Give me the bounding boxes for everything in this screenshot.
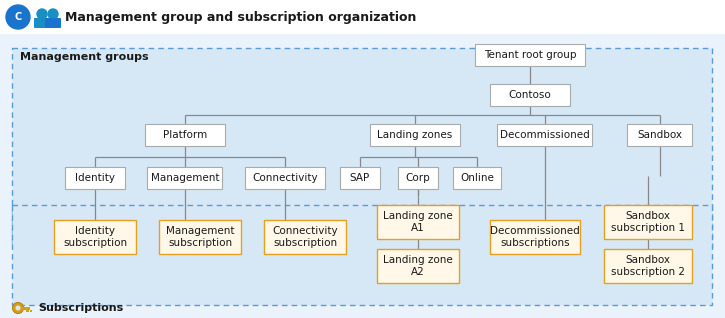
Text: Sandbox: Sandbox [637,130,682,140]
FancyBboxPatch shape [21,307,30,309]
Text: Decommissioned: Decommissioned [500,130,590,140]
FancyBboxPatch shape [65,167,125,189]
Text: Subscriptions: Subscriptions [38,303,123,313]
Text: Management group and subscription organization: Management group and subscription organi… [65,10,416,24]
FancyBboxPatch shape [490,84,570,106]
FancyBboxPatch shape [147,167,223,189]
FancyBboxPatch shape [497,124,592,146]
Text: C: C [14,12,22,22]
FancyBboxPatch shape [398,167,438,189]
Text: Decommissioned
subscriptions: Decommissioned subscriptions [490,226,580,248]
FancyBboxPatch shape [34,18,50,28]
Circle shape [48,9,58,19]
FancyBboxPatch shape [628,124,692,146]
Circle shape [15,306,20,310]
Text: Platform: Platform [163,130,207,140]
FancyBboxPatch shape [453,167,501,189]
FancyBboxPatch shape [604,205,692,239]
Text: Landing zones: Landing zones [378,130,452,140]
Text: Tenant root group: Tenant root group [484,50,576,60]
Text: Sandbox
subscription 2: Sandbox subscription 2 [611,255,685,277]
Text: SAP: SAP [350,173,370,183]
Circle shape [6,5,30,29]
FancyBboxPatch shape [604,249,692,283]
FancyBboxPatch shape [370,124,460,146]
FancyBboxPatch shape [45,18,61,28]
FancyBboxPatch shape [26,309,29,312]
Text: Management groups: Management groups [20,52,149,62]
Text: Corp: Corp [405,173,431,183]
Text: Management: Management [151,173,219,183]
FancyBboxPatch shape [30,309,32,312]
Text: Contoso: Contoso [509,90,552,100]
Circle shape [37,9,47,19]
FancyBboxPatch shape [490,220,580,254]
FancyBboxPatch shape [12,205,712,305]
FancyBboxPatch shape [377,249,459,283]
FancyBboxPatch shape [54,220,136,254]
FancyBboxPatch shape [264,220,346,254]
FancyBboxPatch shape [12,48,712,248]
FancyBboxPatch shape [245,167,325,189]
Circle shape [12,302,23,314]
Text: Identity: Identity [75,173,115,183]
Text: Online: Online [460,173,494,183]
FancyBboxPatch shape [159,220,241,254]
Text: Connectivity
subscription: Connectivity subscription [272,226,338,248]
FancyBboxPatch shape [340,167,380,189]
Text: Connectivity: Connectivity [252,173,318,183]
Text: Landing zone
A1: Landing zone A1 [383,211,453,233]
FancyBboxPatch shape [475,44,585,66]
Text: Sandbox
subscription 1: Sandbox subscription 1 [611,211,685,233]
Text: Management
subscription: Management subscription [166,226,234,248]
FancyBboxPatch shape [145,124,225,146]
FancyBboxPatch shape [377,205,459,239]
Text: Identity
subscription: Identity subscription [63,226,127,248]
Text: Landing zone
A2: Landing zone A2 [383,255,453,277]
FancyBboxPatch shape [0,0,725,34]
